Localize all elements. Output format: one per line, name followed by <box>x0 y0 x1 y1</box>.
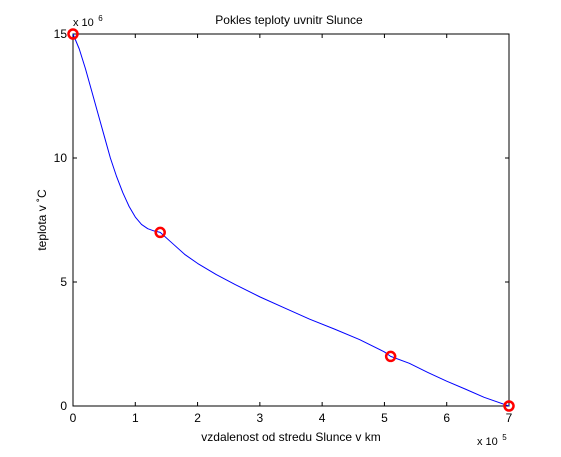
x-tick-label: 6 <box>443 411 450 425</box>
x-axis-ticks: 0 1 2 3 4 5 6 7 <box>70 34 513 425</box>
x-multiplier-exponent: 5 <box>502 433 507 442</box>
x-tick-label: 4 <box>319 411 326 425</box>
data-point-marker <box>67 28 79 40</box>
x-tick-label: 5 <box>381 411 388 425</box>
chart-title: Pokles teploty uvnitr Slunce <box>215 13 363 27</box>
x-tick-label: 2 <box>194 411 201 425</box>
plot-area-frame <box>72 33 510 407</box>
x-tick-label: 1 <box>132 411 139 425</box>
data-point-marker <box>154 226 166 239</box>
y-tick-label: 10 <box>54 151 68 165</box>
x-axis-label: vzdalenost od stredu Slunce v km <box>201 430 380 444</box>
x-multiplier-base: x 10 <box>477 436 498 448</box>
x-tick-label: 3 <box>257 411 264 425</box>
y-multiplier-exponent: 6 <box>98 14 103 23</box>
y-tick-label: 5 <box>60 275 67 289</box>
series-layer <box>67 28 515 412</box>
y-axis-ticks: 0 5 10 15 <box>54 27 509 413</box>
x-tick-label: 0 <box>70 411 77 425</box>
x-axis-multiplier: x 10 5 <box>477 432 507 449</box>
data-point-marker <box>503 400 515 412</box>
y-tick-label: 15 <box>54 27 68 41</box>
temperature-curve <box>72 33 510 407</box>
y-tick-label: 0 <box>60 399 67 413</box>
x-tick-label: 7 <box>506 411 513 425</box>
data-point-marker <box>384 350 397 363</box>
y-multiplier-base: x 10 <box>73 17 94 29</box>
y-axis-multiplier: x 10 6 <box>73 13 103 30</box>
y-axis-label: teplota v ˚C <box>35 189 49 251</box>
